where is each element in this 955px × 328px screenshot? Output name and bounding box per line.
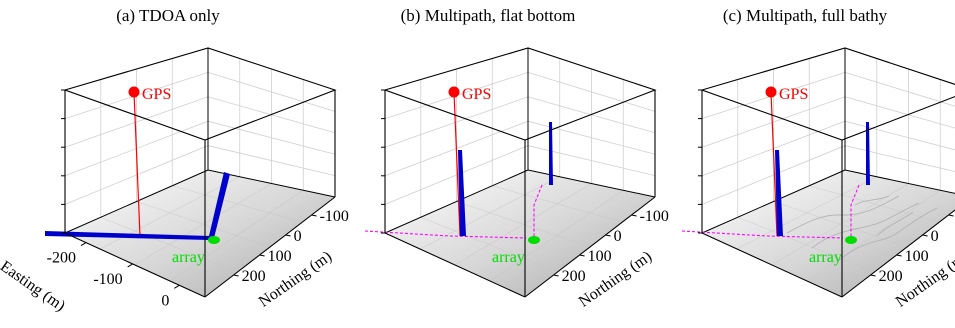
northing-tick xyxy=(922,234,928,237)
easting-tick-label: -200 xyxy=(47,250,76,267)
northing-tick xyxy=(631,214,637,217)
easting-tick-label: 0 xyxy=(161,292,169,309)
z-ticks xyxy=(381,89,385,234)
northing-tick-label: 100 xyxy=(268,248,292,265)
northing-tick xyxy=(311,214,317,217)
multipath-line xyxy=(533,184,543,238)
floor xyxy=(65,170,335,297)
box-edge xyxy=(64,169,209,234)
multipath-line xyxy=(364,230,527,239)
box-edge xyxy=(841,209,955,298)
northing-tick-label: -100 xyxy=(640,208,669,225)
box-front-edges xyxy=(383,47,657,298)
grid-line xyxy=(489,190,624,282)
panel-2: (b) Multipath, flat bottom array GPS -100 01… xyxy=(364,6,669,311)
bathymetry-contour xyxy=(854,195,890,206)
grid-line xyxy=(134,183,272,266)
bathymetry-contour xyxy=(876,211,914,237)
northing-tick-label: -100 xyxy=(320,208,349,225)
bathymetry-contour xyxy=(836,207,938,263)
array-label: array xyxy=(809,249,842,266)
grid-line xyxy=(806,190,941,282)
gps-marker xyxy=(128,86,140,98)
easting-tick xyxy=(80,242,87,247)
box-edge xyxy=(701,169,846,234)
box-edge xyxy=(524,196,656,298)
box-edge xyxy=(64,232,206,298)
floor xyxy=(385,170,655,297)
grid-line xyxy=(169,190,304,282)
northing-tick-label: 0 xyxy=(294,228,302,245)
gps-label: GPS xyxy=(142,86,171,103)
northing-tick-label: 0 xyxy=(614,228,622,245)
easting-tick xyxy=(127,263,133,268)
right-wall xyxy=(845,48,955,194)
multipath-paths xyxy=(364,184,543,239)
z-ticks xyxy=(61,89,65,234)
northing-tick-label: 200 xyxy=(242,268,266,285)
multipath-line xyxy=(681,230,844,239)
northing-tick xyxy=(948,214,954,217)
grid-line xyxy=(492,185,623,223)
box-edge xyxy=(384,232,526,298)
floor xyxy=(702,170,955,297)
northing-tick xyxy=(896,254,902,257)
northing-tick xyxy=(870,274,876,277)
gps-drop-line xyxy=(133,91,141,237)
chart-title: (b) Multipath, flat bottom xyxy=(401,6,576,25)
northing-tick xyxy=(553,274,559,277)
track-streak-2 xyxy=(549,122,553,185)
chart-title: (a) TDOA only xyxy=(116,6,220,25)
box-front-edges xyxy=(700,47,955,298)
z-ticks xyxy=(698,89,702,234)
northing-tick-label: 200 xyxy=(562,268,586,285)
northing-tick xyxy=(579,254,585,257)
grid-line xyxy=(454,183,592,266)
gps-marker xyxy=(765,86,777,98)
track-streak-1 xyxy=(45,231,210,240)
box-top xyxy=(700,47,955,141)
multipath-line xyxy=(850,184,860,238)
box-edge xyxy=(204,196,336,298)
gps-marker xyxy=(448,86,460,98)
northing-tick xyxy=(233,274,239,277)
northing-tick xyxy=(285,234,291,237)
chart-title: (c) Multipath, full bathy xyxy=(723,6,888,25)
northing-tick-label: 100 xyxy=(588,248,612,265)
gps-drop-line xyxy=(453,91,461,237)
multipath-paths xyxy=(681,184,860,239)
gps-label: GPS xyxy=(779,86,808,103)
gps-label: GPS xyxy=(462,86,491,103)
northing-tick-label: 200 xyxy=(879,268,903,285)
track-streak-2 xyxy=(866,122,870,185)
northing-tick-label: 0 xyxy=(931,228,939,245)
array-marker xyxy=(845,236,857,244)
box-edge xyxy=(384,169,529,234)
easting-tick xyxy=(174,284,180,289)
gps-drop-line xyxy=(770,91,778,237)
panel-3: (c) Multipath, full bathyarrayGPS-100010… xyxy=(681,6,955,311)
track-streak-1 xyxy=(458,150,466,236)
array-label: array xyxy=(172,249,205,266)
array-marker xyxy=(528,236,540,244)
northing-tick xyxy=(259,254,265,257)
easting-tick-label: -100 xyxy=(93,271,122,288)
track-streak-2 xyxy=(209,172,230,238)
grid-line xyxy=(172,185,303,223)
box-front-edges xyxy=(63,47,337,298)
panel-1: (a) TDOA onlyarrayGPS-1000100200Northing… xyxy=(0,6,349,315)
floor-grid xyxy=(419,176,624,282)
track-streak-1 xyxy=(775,150,783,236)
box-edge xyxy=(701,232,843,298)
array-label: array xyxy=(492,249,525,266)
array-marker xyxy=(208,236,220,244)
northing-tick-label: 100 xyxy=(905,248,929,265)
northing-tick xyxy=(605,234,611,237)
grid-line xyxy=(809,185,940,223)
